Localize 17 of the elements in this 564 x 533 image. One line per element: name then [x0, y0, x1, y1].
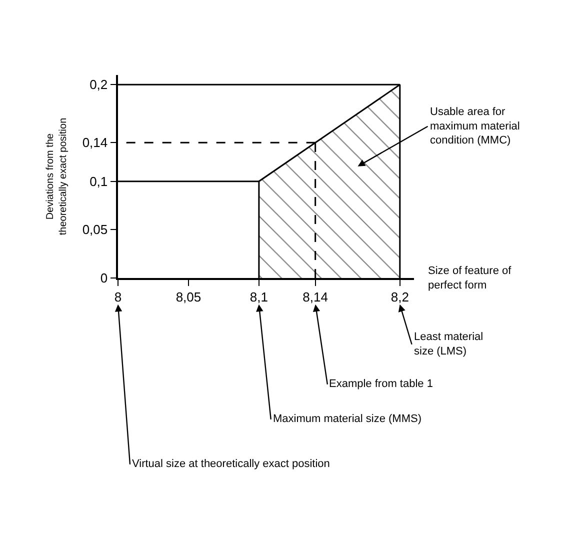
y-tick-label: 0,1 — [90, 174, 108, 189]
y-tick-label: 0,2 — [90, 77, 108, 92]
x-tick-label: 8,05 — [176, 289, 202, 304]
text: Maximum material size (MMS) — [273, 413, 422, 425]
x-tick-label: 8,14 — [302, 289, 328, 304]
text: Example from table 1 — [329, 378, 433, 390]
y-tick-label: 0 — [100, 270, 108, 286]
y-tick-label: 0,05 — [82, 222, 108, 238]
x-tick-label: 8 — [114, 289, 122, 304]
x-tick-label: 8,2 — [390, 289, 409, 304]
y-axis-title: Deviations from the theoretically exact position — [45, 118, 70, 236]
text: Least material size (LMS) — [414, 331, 484, 358]
x-axis-title: Size of feature of perfect form — [428, 265, 512, 292]
text: Usable area for maximum material condition (MMC) — [430, 106, 520, 147]
x-tick-label: 8,1 — [250, 289, 268, 304]
y-tick-label: 0,14 — [82, 135, 108, 150]
text: Virtual size at theoretically exact position — [132, 458, 330, 470]
